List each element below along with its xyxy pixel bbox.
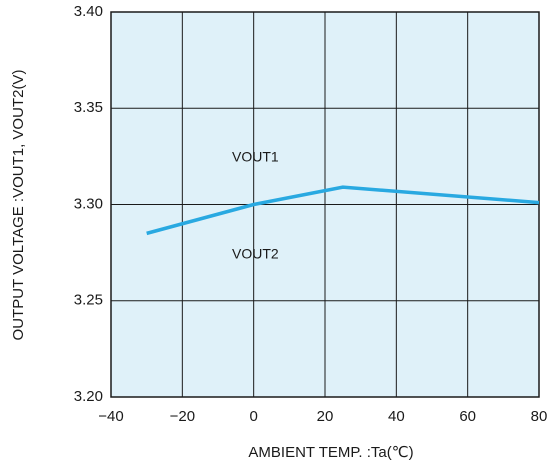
y-tick-label: 3.40 [74, 3, 103, 20]
y-tick-label: 3.25 [74, 292, 103, 309]
x-tick-label: 20 [317, 408, 334, 425]
x-tick-label: 60 [459, 408, 476, 425]
annotation: VOUT2 [232, 246, 279, 262]
y-tick-label: 3.35 [74, 99, 103, 116]
x-tick-label: 40 [388, 408, 405, 425]
x-axis-label: AMBIENT TEMP. :Ta(℃) [248, 444, 413, 461]
y-tick-label: 3.30 [74, 195, 103, 212]
data-line [146, 185, 540, 236]
x-tick-label: −20 [170, 408, 195, 425]
y-tick-label: 3.20 [74, 388, 103, 405]
x-tick-label: 80 [531, 408, 548, 425]
annotation: VOUT1 [232, 149, 279, 165]
x-tick-label: −40 [98, 408, 123, 425]
x-tick-label: 0 [249, 408, 257, 425]
y-axis-label: OUTPUT VOLTAGE :VOUT1, VOUT2(V) [10, 70, 27, 341]
